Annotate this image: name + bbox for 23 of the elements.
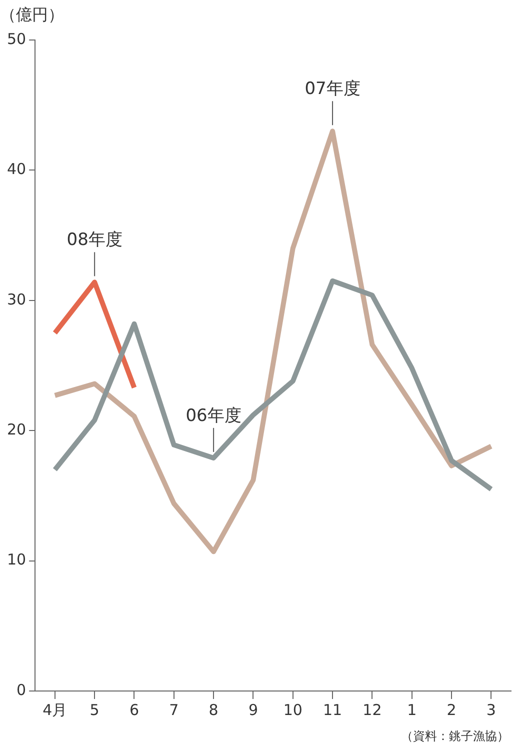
x-tick-label: 6 bbox=[129, 700, 140, 719]
x-tick-label: 10 bbox=[283, 700, 302, 719]
x-tick-label: 11 bbox=[322, 700, 342, 719]
annotation: 06年度 bbox=[186, 406, 242, 426]
y-tick-label: 30 bbox=[6, 290, 26, 308]
y-tick-label: 10 bbox=[6, 550, 26, 569]
text: （資料：銚子漁協） bbox=[401, 729, 509, 744]
x-tick-label: 12 bbox=[362, 700, 382, 719]
x-tick-label: 3 bbox=[486, 700, 496, 719]
y-tick-label: 50 bbox=[6, 30, 26, 48]
x-tick-label: 4月 bbox=[42, 700, 68, 719]
annotation: 08年度 bbox=[66, 230, 122, 250]
x-tick-label: 2 bbox=[446, 700, 456, 719]
x-tick-label: 7 bbox=[169, 700, 179, 719]
x-tick-label: 8 bbox=[208, 700, 218, 719]
x-tick-label: 9 bbox=[248, 700, 258, 719]
annotation: 07年度 bbox=[304, 79, 360, 100]
y-tick-label: 20 bbox=[6, 420, 26, 438]
y-axis-title: （億円） bbox=[0, 5, 64, 24]
x-tick-label: 5 bbox=[90, 700, 100, 719]
x-tick-label: 1 bbox=[407, 700, 417, 719]
y-tick-label: 0 bbox=[16, 680, 26, 699]
y-tick-label: 40 bbox=[6, 160, 26, 178]
